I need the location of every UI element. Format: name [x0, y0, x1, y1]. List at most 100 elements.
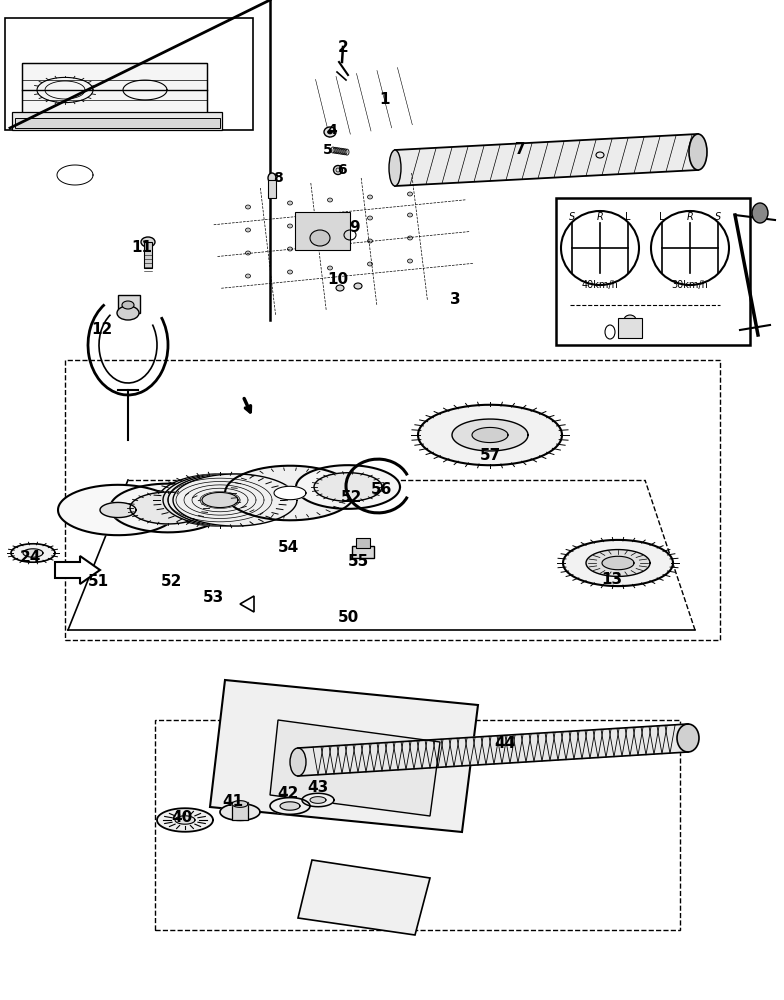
Text: 2: 2: [338, 40, 348, 55]
Bar: [118, 295, 140, 313]
Polygon shape: [395, 134, 698, 186]
Text: 9: 9: [350, 221, 361, 235]
Ellipse shape: [245, 274, 251, 278]
Polygon shape: [314, 473, 382, 501]
Polygon shape: [602, 556, 634, 570]
Ellipse shape: [333, 165, 343, 174]
Bar: [5, 18, 253, 130]
Ellipse shape: [561, 211, 639, 285]
Text: 6: 6: [337, 163, 347, 177]
Ellipse shape: [368, 216, 372, 220]
Text: 10: 10: [328, 272, 349, 288]
Text: 40km/h: 40km/h: [582, 280, 619, 290]
Polygon shape: [157, 808, 213, 832]
Ellipse shape: [288, 201, 292, 205]
Text: 44: 44: [495, 736, 516, 750]
Bar: [556, 198, 750, 345]
Polygon shape: [130, 492, 206, 524]
Text: 53: 53: [202, 590, 223, 605]
Text: R: R: [597, 212, 604, 222]
Ellipse shape: [389, 150, 401, 186]
Text: 57: 57: [479, 448, 501, 462]
Ellipse shape: [677, 724, 699, 752]
Polygon shape: [158, 474, 282, 526]
Ellipse shape: [328, 198, 332, 202]
Text: 54: 54: [278, 540, 299, 556]
Ellipse shape: [117, 306, 139, 320]
Polygon shape: [310, 797, 326, 803]
Bar: [22, 63, 207, 118]
Ellipse shape: [288, 224, 292, 228]
Polygon shape: [302, 793, 334, 807]
Ellipse shape: [328, 243, 332, 247]
Bar: [352, 546, 374, 558]
Text: 52: 52: [162, 574, 183, 589]
Ellipse shape: [368, 195, 372, 199]
Text: L: L: [626, 212, 631, 222]
Bar: [12, 112, 222, 130]
Text: R: R: [687, 212, 693, 222]
Ellipse shape: [368, 239, 372, 243]
Bar: [22, 63, 207, 118]
Ellipse shape: [328, 130, 332, 134]
Polygon shape: [202, 492, 238, 508]
Polygon shape: [100, 502, 136, 518]
Text: 5: 5: [323, 143, 333, 157]
Polygon shape: [225, 466, 355, 520]
Bar: [232, 802, 248, 820]
Ellipse shape: [245, 205, 251, 209]
Ellipse shape: [268, 173, 276, 183]
Polygon shape: [163, 474, 287, 526]
Bar: [144, 242, 152, 268]
Text: 55: 55: [347, 554, 368, 570]
Text: S: S: [715, 212, 721, 222]
Text: 12: 12: [92, 322, 113, 338]
Polygon shape: [563, 540, 673, 586]
Polygon shape: [175, 816, 195, 824]
Ellipse shape: [651, 211, 729, 285]
Text: 42: 42: [278, 786, 299, 800]
Ellipse shape: [328, 266, 332, 270]
Ellipse shape: [122, 301, 134, 309]
Ellipse shape: [354, 283, 362, 289]
Text: 43: 43: [307, 780, 328, 794]
Ellipse shape: [689, 134, 707, 170]
Text: S: S: [569, 212, 575, 222]
Polygon shape: [58, 485, 178, 535]
Polygon shape: [274, 486, 306, 500]
Text: 8: 8: [273, 171, 283, 185]
Bar: [356, 538, 370, 548]
Polygon shape: [11, 544, 55, 562]
Ellipse shape: [408, 192, 412, 196]
Ellipse shape: [290, 748, 306, 776]
Ellipse shape: [408, 236, 412, 240]
Polygon shape: [418, 405, 562, 465]
Polygon shape: [298, 860, 430, 935]
Text: 41: 41: [223, 794, 244, 810]
Polygon shape: [220, 804, 260, 820]
Bar: [295, 212, 350, 250]
Polygon shape: [270, 720, 440, 816]
Ellipse shape: [245, 251, 251, 255]
Ellipse shape: [141, 237, 155, 247]
Polygon shape: [240, 596, 254, 612]
Polygon shape: [586, 550, 650, 576]
Text: 40: 40: [172, 810, 193, 826]
Polygon shape: [270, 798, 310, 814]
Text: 24: 24: [20, 550, 41, 566]
Ellipse shape: [408, 213, 412, 217]
Ellipse shape: [752, 203, 768, 223]
Text: 3: 3: [450, 292, 460, 308]
Bar: [155, 720, 680, 930]
Polygon shape: [472, 427, 508, 443]
Bar: [15, 118, 220, 128]
Ellipse shape: [288, 270, 292, 274]
Bar: [618, 318, 642, 338]
Ellipse shape: [288, 247, 292, 251]
Ellipse shape: [328, 220, 332, 224]
Polygon shape: [210, 680, 478, 832]
Bar: [65, 360, 720, 640]
Ellipse shape: [324, 127, 336, 137]
Polygon shape: [23, 549, 43, 557]
Text: 7: 7: [514, 142, 525, 157]
